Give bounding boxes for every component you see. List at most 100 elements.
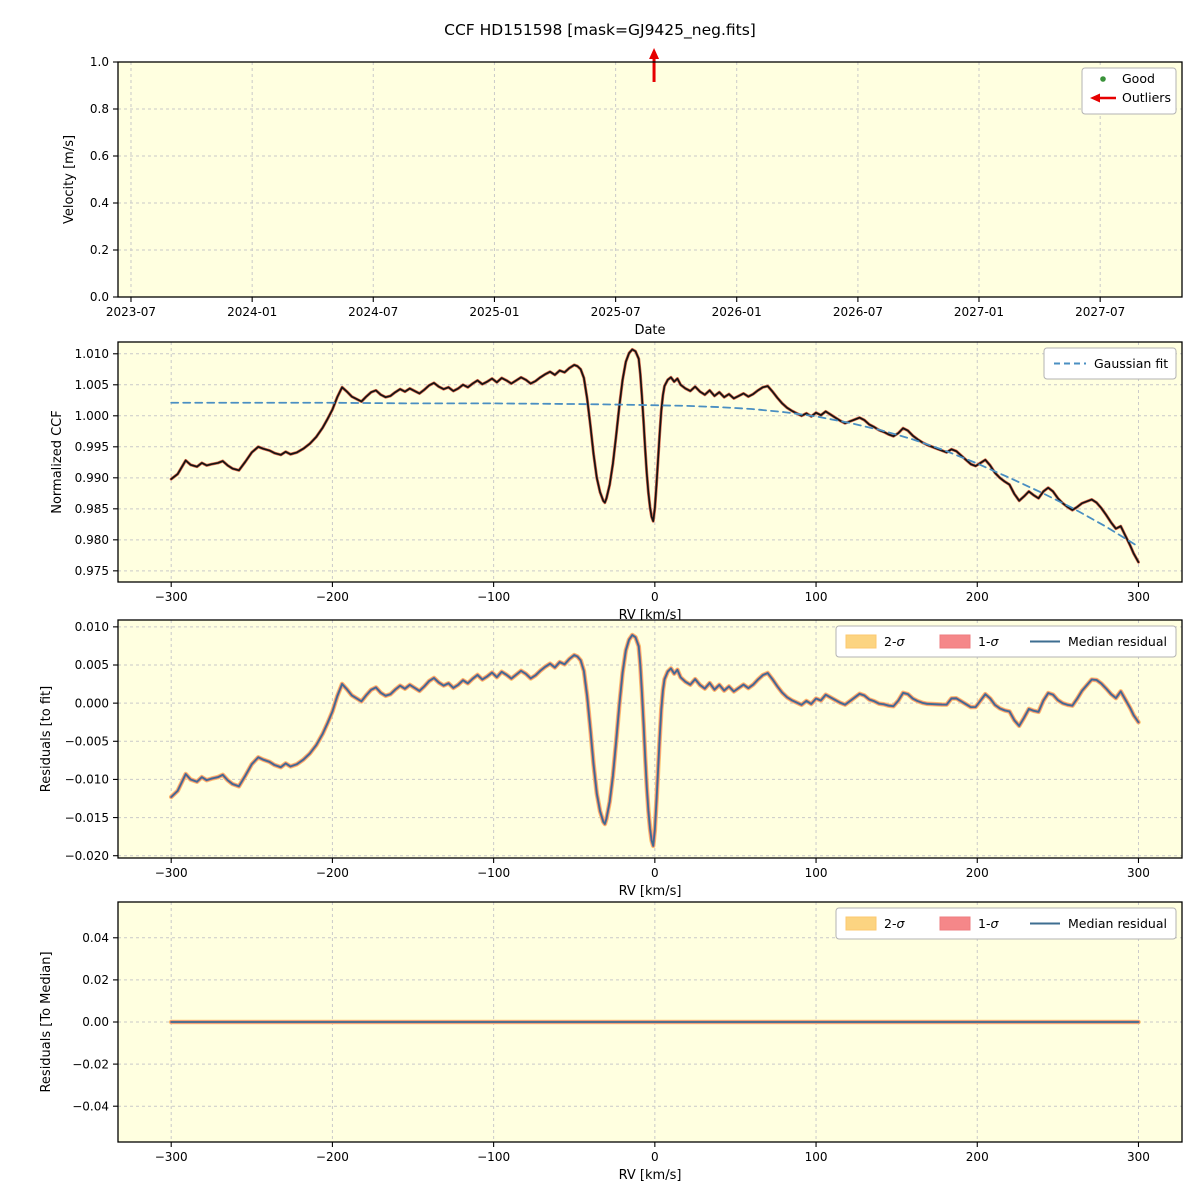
legend-label: 1-σ — [978, 634, 999, 649]
xtick-label: −200 — [316, 866, 349, 880]
ytick-label: 0.000 — [75, 696, 109, 710]
gaussian-fit-curve — [170, 401, 1140, 548]
xtick-label: 100 — [805, 1150, 828, 1164]
ytick-label: 0.6 — [90, 149, 109, 163]
ytick-label: 0.985 — [75, 502, 109, 516]
y-axis-label: Residuals [To Median] — [39, 951, 54, 1092]
xtick-label: 300 — [1127, 590, 1150, 604]
xtick-label: 300 — [1127, 866, 1150, 880]
ytick-label: 0.980 — [75, 533, 109, 547]
axes-border — [117, 61, 1183, 298]
legend-label: Good — [1122, 71, 1155, 86]
xtick-label: 2026-01 — [712, 305, 762, 319]
xtick-label: −200 — [316, 590, 349, 604]
ytick-label: 0.2 — [90, 243, 109, 257]
ytick-label: −0.015 — [65, 811, 109, 825]
axes-border — [117, 341, 1183, 583]
sigma1-patch-icon — [939, 634, 971, 649]
x-axis-label: Date — [634, 323, 665, 338]
legend: Gaussian fit — [1043, 347, 1177, 380]
ytick-label: 0.04 — [82, 931, 109, 945]
ytick-label: 0.0 — [90, 290, 109, 304]
xtick-label: 100 — [805, 866, 828, 880]
xtick-label: 2027-07 — [1075, 305, 1125, 319]
panel-residuals-to-fit-vs-rv: 0.010 0.005 0.000 −0.005 −0.010 −0.015 −0.020 −… — [39, 619, 1183, 899]
ytick-label: 1.000 — [75, 409, 109, 423]
ytick-label: −0.020 — [65, 849, 109, 863]
xtick-label: 2023-07 — [106, 305, 156, 319]
xtick-label: −300 — [155, 590, 188, 604]
xtick-label: 300 — [1127, 1150, 1150, 1164]
panel-velocity-vs-date: 0.0 0.2 0.4 0.6 0.8 1.0 2023-07 2024-01 2024-07 2… — [62, 48, 1183, 338]
x-axis-label: RV [km/s] — [619, 884, 682, 899]
y-axis-label: Normalized CCF — [50, 410, 65, 514]
sigma1-patch-icon — [939, 916, 971, 931]
xtick-label: −300 — [155, 866, 188, 880]
legend-label: Median residual — [1068, 916, 1167, 931]
axes-border — [117, 619, 1183, 859]
y-axis-label: Residuals [to fit] — [39, 686, 54, 792]
ytick-label: 0.010 — [75, 620, 109, 634]
xtick-label: −100 — [477, 1150, 510, 1164]
ytick-label: −0.04 — [72, 1099, 109, 1113]
xtick-label: 2024-01 — [227, 305, 277, 319]
legend-label: Outliers — [1122, 90, 1171, 105]
good-dot-icon — [1100, 76, 1106, 82]
xtick-label: 100 — [805, 590, 828, 604]
xtick-label: 0 — [651, 1150, 659, 1164]
ytick-label: −0.005 — [65, 734, 109, 748]
xtick-label: 2027-01 — [954, 305, 1004, 319]
panel-normalized-ccf-vs-rv: 0.975 0.980 0.985 0.990 0.995 1.000 1.005 1.010… — [50, 341, 1183, 623]
ytick-label: 0.00 — [82, 1015, 109, 1029]
xtick-label: 2024-07 — [348, 305, 398, 319]
legend: Good Outliers — [1081, 67, 1177, 115]
x-axis-label: RV [km/s] — [619, 608, 682, 623]
sigma2-patch-icon — [845, 916, 877, 931]
plot-background — [118, 62, 1182, 297]
legend-box — [1043, 347, 1177, 380]
legend-box — [835, 907, 1177, 940]
ytick-label: 1.005 — [75, 378, 109, 392]
ytick-label: 0.975 — [75, 564, 109, 578]
plot-background — [118, 342, 1182, 582]
legend-box — [835, 625, 1177, 658]
ytick-label: 0.995 — [75, 440, 109, 454]
legend: 2-σ 1-σ Median residual — [835, 625, 1177, 658]
xtick-label: 200 — [966, 866, 989, 880]
y-axis-label: Velocity [m/s] — [62, 135, 77, 224]
ytick-label: 0.4 — [90, 196, 109, 210]
xtick-label: 2025-07 — [591, 305, 641, 319]
ytick-label: −0.010 — [65, 773, 109, 787]
xtick-label: 2026-07 — [833, 305, 883, 319]
xtick-label: 0 — [651, 866, 659, 880]
ccf-curve — [170, 348, 1140, 564]
ytick-label: 1.0 — [90, 55, 109, 69]
legend-label: 2-σ — [884, 634, 905, 649]
xtick-label: −100 — [477, 866, 510, 880]
figure-title: CCF HD151598 [mask=GJ9425_neg.fits] — [444, 21, 756, 39]
xtick-label: 2025-01 — [469, 305, 519, 319]
xtick-label: 0 — [651, 590, 659, 604]
outlier-arrow — [649, 48, 660, 82]
panel-residuals-to-median-vs-rv: 0.04 0.02 0.00 −0.02 −0.04 −300 −200 −100 0 100 20… — [39, 901, 1183, 1183]
sigma2-patch-icon — [845, 634, 877, 649]
legend-label: Gaussian fit — [1094, 356, 1168, 371]
median-residual-curve — [170, 634, 1140, 847]
xtick-label: −200 — [316, 1150, 349, 1164]
ytick-label: 0.02 — [82, 973, 109, 987]
legend-label: 2-σ — [884, 916, 905, 931]
legend: 2-σ 1-σ Median residual — [835, 907, 1177, 940]
ytick-label: 1.010 — [75, 347, 109, 361]
ytick-label: 0.005 — [75, 658, 109, 672]
xtick-label: −300 — [155, 1150, 188, 1164]
ytick-label: −0.02 — [72, 1057, 109, 1071]
ytick-label: 0.990 — [75, 471, 109, 485]
xtick-label: 200 — [966, 590, 989, 604]
legend-label: 1-σ — [978, 916, 999, 931]
x-axis-label: RV [km/s] — [619, 1168, 682, 1183]
xtick-label: 200 — [966, 1150, 989, 1164]
legend-label: Median residual — [1068, 634, 1167, 649]
xtick-label: −100 — [477, 590, 510, 604]
